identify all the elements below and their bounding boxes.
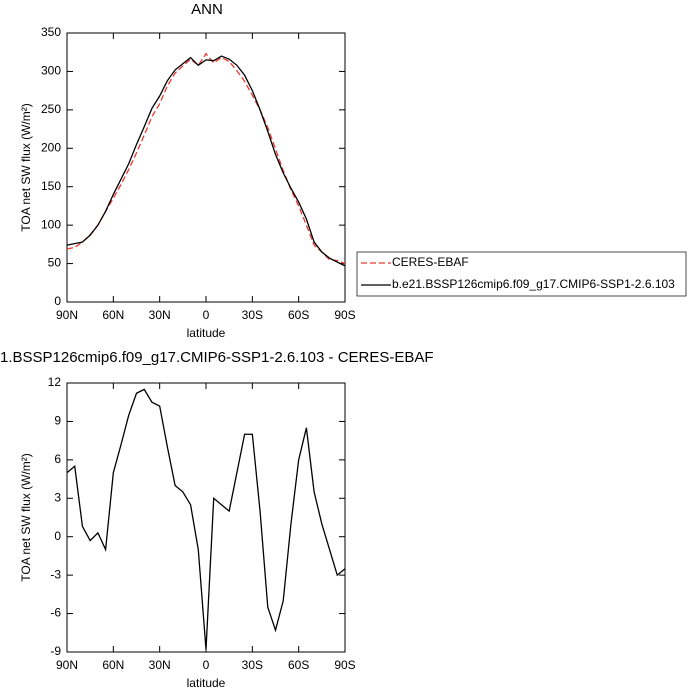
x-axis-label: latitude xyxy=(187,326,226,340)
x-tick-label: 60S xyxy=(288,308,309,322)
chart-title: 1.BSSP126cmip6.f09_g17.CMIP6-SSP1-2.6.10… xyxy=(0,349,434,366)
y-tick-label: 12 xyxy=(48,375,62,389)
data-line xyxy=(66,52,346,265)
y-tick-label: -6 xyxy=(50,606,61,620)
x-tick-label: 0 xyxy=(203,658,210,672)
y-tick-label: 100 xyxy=(41,217,61,231)
legend-box xyxy=(356,251,687,297)
y-tick-label: 200 xyxy=(41,140,61,154)
plot-frame xyxy=(66,32,346,303)
y-tick-label: -3 xyxy=(50,567,61,581)
data-line xyxy=(66,55,346,267)
y-tick-label: 0 xyxy=(54,529,61,543)
y-tick-label: 300 xyxy=(41,64,61,78)
x-tick-label: 60N xyxy=(102,308,124,322)
legend-label: b.e21.BSSP126cmip6.f09_g17.CMIP6-SSP1-2.… xyxy=(392,277,675,291)
y-tick-label: 3 xyxy=(54,490,61,504)
x-tick-label: 60S xyxy=(288,658,309,672)
y-tick-label: 350 xyxy=(41,25,61,39)
y-axis-label: TOA net SW flux (W/m²) xyxy=(19,103,33,231)
x-tick-label: 30S xyxy=(242,658,263,672)
x-tick-label: 90N xyxy=(56,658,78,672)
y-tick-label: -9 xyxy=(50,644,61,658)
x-tick-label: 90S xyxy=(334,308,355,322)
y-axis-label: TOA net SW flux (W/m²) xyxy=(19,453,33,581)
chart-title: ANN xyxy=(191,1,223,18)
y-tick-label: 50 xyxy=(48,256,62,270)
data-line xyxy=(66,388,346,650)
x-tick-label: 30N xyxy=(149,658,171,672)
y-tick-label: 0 xyxy=(54,294,61,308)
x-tick-label: 90S xyxy=(334,658,355,672)
x-tick-label: 90N xyxy=(56,308,78,322)
y-tick-label: 250 xyxy=(41,102,61,116)
x-tick-label: 0 xyxy=(203,308,210,322)
x-axis-label: latitude xyxy=(187,676,226,690)
y-tick-label: 9 xyxy=(54,414,61,428)
y-tick-label: 6 xyxy=(54,452,61,466)
x-tick-label: 60N xyxy=(102,658,124,672)
legend-label: CERES-EBAF xyxy=(392,255,469,269)
x-tick-label: 30S xyxy=(242,308,263,322)
y-tick-label: 150 xyxy=(41,179,61,193)
x-tick-label: 30N xyxy=(149,308,171,322)
